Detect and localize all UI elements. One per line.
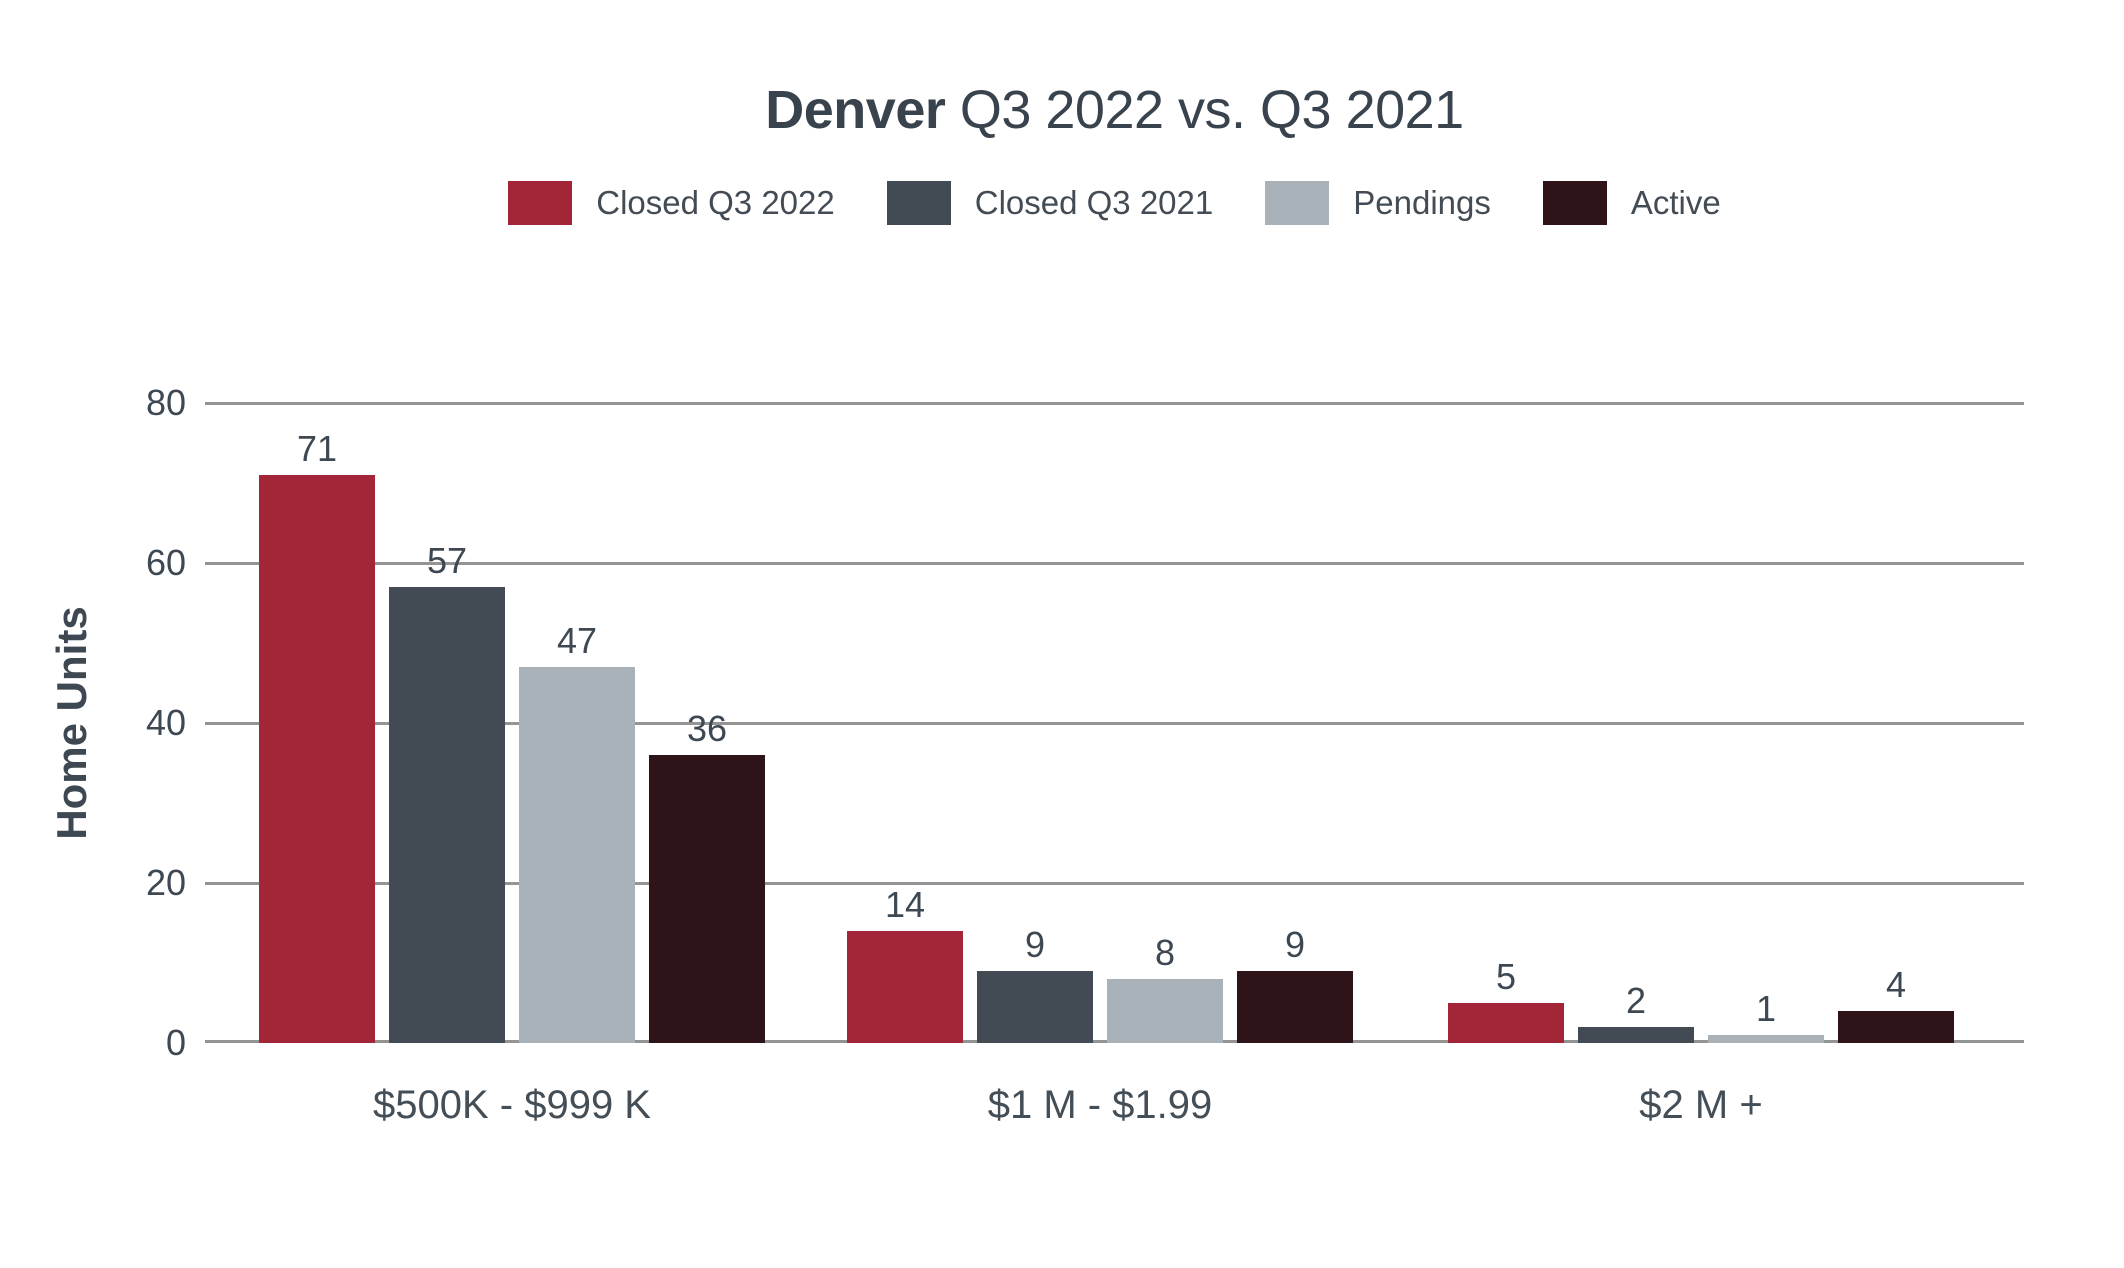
legend-swatch-active xyxy=(1542,181,1607,225)
legend-label: Closed Q3 2021 xyxy=(974,184,1214,221)
legend-swatch-closed-q3-2022 xyxy=(508,181,573,225)
y-axis-tick-label: 60 xyxy=(145,542,186,583)
bar-closed-q3-2021 xyxy=(389,587,505,1043)
bar-value-label: 4 xyxy=(1885,964,1907,1005)
y-axis-tick-label: 20 xyxy=(145,862,186,903)
bar-column-pendings: 47 xyxy=(519,623,635,1043)
bar-column-pendings: 8 xyxy=(1107,935,1223,1043)
legend-swatch-pendings xyxy=(1265,181,1330,225)
legend-label: Active xyxy=(1630,184,1721,221)
bar-pendings xyxy=(1107,979,1223,1043)
chart-title-period: Q3 2022 vs. Q3 2021 xyxy=(945,80,1464,140)
bar-column-active: 9 xyxy=(1237,927,1353,1043)
gridline-y-20 xyxy=(205,882,2024,885)
legend-item-pendings: Pendings xyxy=(1265,181,1491,225)
x-axis-category-label: $2 M + xyxy=(1639,1083,1763,1127)
bar-column-closed-q3-2022: 14 xyxy=(847,887,963,1043)
plot-area: 71 57 47 36 $500K - $999 K 14 9 8 9 $1 M - $1.99 5… xyxy=(205,402,2024,1127)
bar-column-closed-q3-2022: 5 xyxy=(1448,959,1564,1043)
bar-closed-q3-2022 xyxy=(847,931,963,1043)
y-axis-tick-label: 0 xyxy=(165,1022,186,1063)
bar-column-closed-q3-2021: 9 xyxy=(977,927,1093,1043)
bar-value-label: 8 xyxy=(1154,932,1176,973)
bar-value-label: 9 xyxy=(1024,924,1046,965)
bar-column-closed-q3-2021: 57 xyxy=(389,543,505,1043)
bar-value-label: 71 xyxy=(296,428,338,469)
bar-closed-q3-2021 xyxy=(1578,1027,1694,1043)
bar-value-label: 36 xyxy=(686,708,728,749)
legend-label: Closed Q3 2022 xyxy=(596,184,835,221)
bar-group-1-m-1-99: 14 9 8 9 xyxy=(847,403,1353,1043)
bar-active xyxy=(649,755,765,1043)
y-axis-tick-label: 40 xyxy=(145,702,186,743)
bar-column-active: 4 xyxy=(1838,967,1954,1043)
bar-closed-q3-2022 xyxy=(1448,1003,1564,1043)
bar-value-label: 1 xyxy=(1755,988,1777,1029)
gridline-y-40 xyxy=(205,722,2024,725)
bar-value-label: 14 xyxy=(884,884,926,925)
legend-item-closed-q3-2022: Closed Q3 2022 xyxy=(508,181,835,225)
bar-value-label: 47 xyxy=(556,620,598,661)
bar-value-label: 2 xyxy=(1625,980,1647,1021)
bar-column-pendings: 1 xyxy=(1708,991,1824,1043)
chart-title-city: Denver xyxy=(765,80,946,140)
legend-item-active: Active xyxy=(1542,181,1721,225)
gridline-y-80 xyxy=(205,402,2024,405)
bar-value-label: 57 xyxy=(426,540,468,581)
bar-column-active: 36 xyxy=(649,711,765,1043)
legend-label: Pendings xyxy=(1353,184,1491,221)
bar-closed-q3-2022 xyxy=(259,475,375,1043)
bar-column-closed-q3-2022: 71 xyxy=(259,431,375,1043)
legend: Closed Q3 2022 Closed Q3 2021 Pendings Acti… xyxy=(205,181,2024,225)
bar-value-label: 5 xyxy=(1495,956,1517,997)
bar-pendings xyxy=(1708,1035,1824,1043)
y-axis-tick-label: 80 xyxy=(145,382,186,423)
legend-item-closed-q3-2021: Closed Q3 2021 xyxy=(886,181,1214,225)
bar-group-2-m: 5 2 1 4 xyxy=(1448,403,1954,1043)
bar-group-500k-999-k: 71 57 47 36 xyxy=(259,403,765,1043)
gridline-y-60 xyxy=(205,562,2024,565)
bar-active xyxy=(1237,971,1353,1043)
bar-value-label: 9 xyxy=(1284,924,1306,965)
x-axis-category-label: $1 M - $1.99 xyxy=(987,1083,1213,1127)
legend-swatch-closed-q3-2021 xyxy=(886,181,951,225)
bar-column-closed-q3-2021: 2 xyxy=(1578,983,1694,1043)
bar-pendings xyxy=(519,667,635,1043)
chart-title: Denver Q3 2022 vs. Q3 2021 xyxy=(205,78,2024,143)
x-axis-category-label: $500K - $999 K xyxy=(373,1083,651,1127)
bar-active xyxy=(1838,1011,1954,1043)
bar-closed-q3-2021 xyxy=(977,971,1093,1043)
